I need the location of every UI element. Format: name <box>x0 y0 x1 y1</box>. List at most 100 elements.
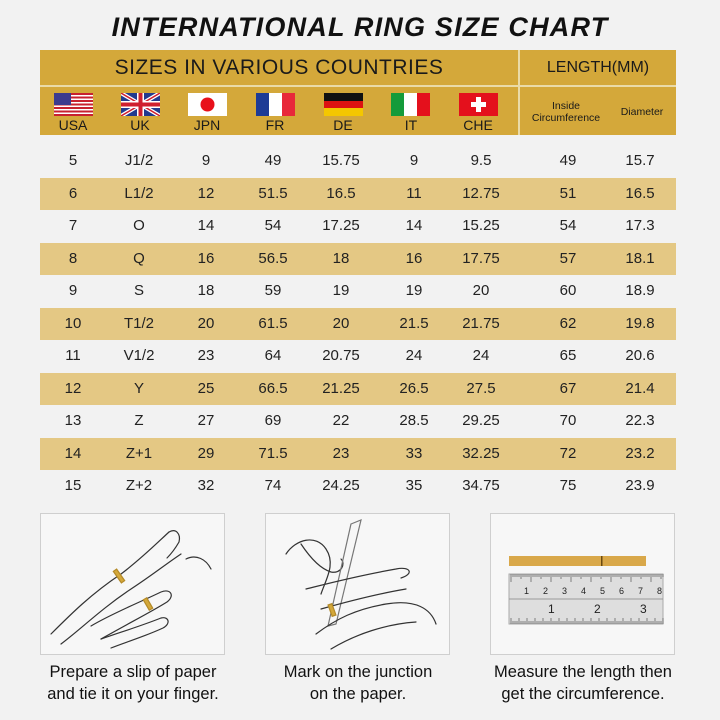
table-row: 12 Y 25 66.5 21.25 26.5 27.5 67 21.4 <box>40 372 676 405</box>
cell-inside-circumference: 70 <box>559 412 577 429</box>
cell-uk: Z <box>134 412 144 429</box>
cell-de: 15.75 <box>322 152 360 169</box>
cell-inside-circumference: 62 <box>559 314 577 332</box>
cell-de: 19 <box>332 282 350 299</box>
cell-che: 21.75 <box>462 314 500 332</box>
cell-de: 18 <box>332 249 350 267</box>
germany-flag-icon <box>324 93 363 116</box>
step-3-line-2: get the circumference. <box>501 685 665 703</box>
cell-inside-circumference: 54 <box>559 217 577 234</box>
cell-de: 24.25 <box>322 477 360 494</box>
cell-de: 21.25 <box>322 379 360 397</box>
page-title: INTERNATIONAL RING SIZE CHART <box>111 12 609 42</box>
cell-diameter: 18.1 <box>625 249 655 267</box>
table-row: 6 L1/2 12 51.5 16.5 11 12.75 51 16.5 <box>40 177 676 210</box>
country-it: IT <box>404 117 418 133</box>
diameter-label: Diameter <box>620 106 664 118</box>
table-row: 11 V1/2 23 64 20.75 24 24 65 20.6 <box>40 340 676 372</box>
cell-de: 20 <box>332 314 350 332</box>
length-heading: LENGTH(MM) <box>546 59 650 76</box>
country-uk: UK <box>130 117 150 133</box>
cell-usa: 5 <box>68 152 78 169</box>
cell-jpn: 16 <box>197 249 215 267</box>
cell-usa: 12 <box>64 379 82 397</box>
step-1-illustration <box>40 513 225 655</box>
cell-che: 9.5 <box>470 152 492 169</box>
cell-de: 17.25 <box>322 217 360 234</box>
cell-uk: V1/2 <box>123 347 155 364</box>
cell-diameter: 18.9 <box>625 282 655 299</box>
cell-it: 16 <box>405 249 423 267</box>
hand-with-paper-icon <box>50 530 212 649</box>
cell-fr: 56.5 <box>258 249 288 267</box>
cell-che: 15.25 <box>462 217 500 234</box>
cell-diameter: 23.9 <box>625 477 655 494</box>
cell-inside-circumference: 51 <box>559 184 577 202</box>
uk-flag-icon <box>121 93 160 116</box>
cell-jpn: 29 <box>197 444 215 462</box>
cell-usa: 11 <box>65 347 81 364</box>
cell-it: 14 <box>405 217 423 234</box>
ruler-inch-label: 3 <box>640 602 647 616</box>
cell-inside-circumference: 72 <box>559 444 577 462</box>
step-2-line-2: on the paper. <box>309 685 407 703</box>
cell-usa: 10 <box>64 314 82 332</box>
cell-uk: Y <box>133 379 144 397</box>
cell-diameter: 22.3 <box>625 412 655 429</box>
cell-it: 11 <box>406 184 422 202</box>
cell-it: 19 <box>405 282 423 299</box>
table-header: SIZES IN VARIOUS COUNTRIES LENGTH(MM) US… <box>40 50 676 135</box>
country-che: CHE <box>463 117 493 133</box>
inside-circumference-label: Inside Circumference <box>522 100 610 124</box>
cell-jpn: 23 <box>197 347 215 364</box>
ruler-measurement-icon: 1 2 3 4 5 6 7 81 2 3 <box>508 556 664 625</box>
cell-jpn: 27 <box>197 412 215 429</box>
table-row: 15 Z+2 32 74 24.25 35 34.75 75 23.9 <box>40 470 676 502</box>
cell-fr: 66.5 <box>258 379 288 397</box>
cell-inside-circumference: 57 <box>559 249 577 267</box>
cell-che: 17.75 <box>462 249 500 267</box>
cell-che: 20 <box>472 282 490 299</box>
cell-diameter: 19.8 <box>625 314 655 332</box>
step-2-line-1: Mark on the junction <box>283 663 433 681</box>
ruler-cm-label: 1 <box>524 586 529 596</box>
cell-uk: T1/2 <box>123 314 154 332</box>
junction-mark <box>601 556 603 566</box>
step-2-illustration <box>265 513 450 655</box>
ruler-cm-label: 8 <box>657 586 662 596</box>
cell-it: 33 <box>405 444 423 462</box>
country-jpn: JPN <box>193 117 221 133</box>
cell-de: 23 <box>332 444 350 462</box>
cell-de: 16.5 <box>326 184 356 202</box>
japan-flag-icon <box>188 93 227 116</box>
cell-usa: 13 <box>64 412 82 429</box>
cell-uk: Z+2 <box>125 477 153 494</box>
cell-uk: Z+1 <box>125 444 153 462</box>
france-flag-icon <box>256 93 295 116</box>
country-usa: USA <box>58 117 88 133</box>
cell-fr: 49 <box>264 152 282 169</box>
cell-de: 20.75 <box>322 347 360 364</box>
table-row: 7 O 14 54 17.25 14 15.25 54 17.3 <box>40 210 676 242</box>
us-flag-icon <box>54 93 93 116</box>
ruler-cm-label: 2 <box>543 586 548 596</box>
country-fr: FR <box>265 117 285 133</box>
step-1-line-1: Prepare a slip of paper <box>49 663 217 681</box>
cell-uk: L1/2 <box>124 184 154 202</box>
cell-diameter: 17.3 <box>625 217 655 234</box>
cell-inside-circumference: 75 <box>559 477 577 494</box>
cell-usa: 8 <box>68 249 78 267</box>
cell-inside-circumference: 65 <box>559 347 577 364</box>
sizes-heading: SIZES IN VARIOUS COUNTRIES <box>114 56 444 79</box>
cell-che: 32.25 <box>462 444 500 462</box>
ruler-cm-label: 5 <box>600 586 605 596</box>
cell-fr: 54 <box>264 217 282 234</box>
ruler-inch-label: 1 <box>548 602 555 616</box>
cell-fr: 51.5 <box>258 184 288 202</box>
cell-jpn: 12 <box>197 184 215 202</box>
cell-it: 21.5 <box>399 314 429 332</box>
cell-fr: 74 <box>264 477 282 494</box>
paper-strip <box>509 556 646 566</box>
cell-fr: 61.5 <box>258 314 288 332</box>
